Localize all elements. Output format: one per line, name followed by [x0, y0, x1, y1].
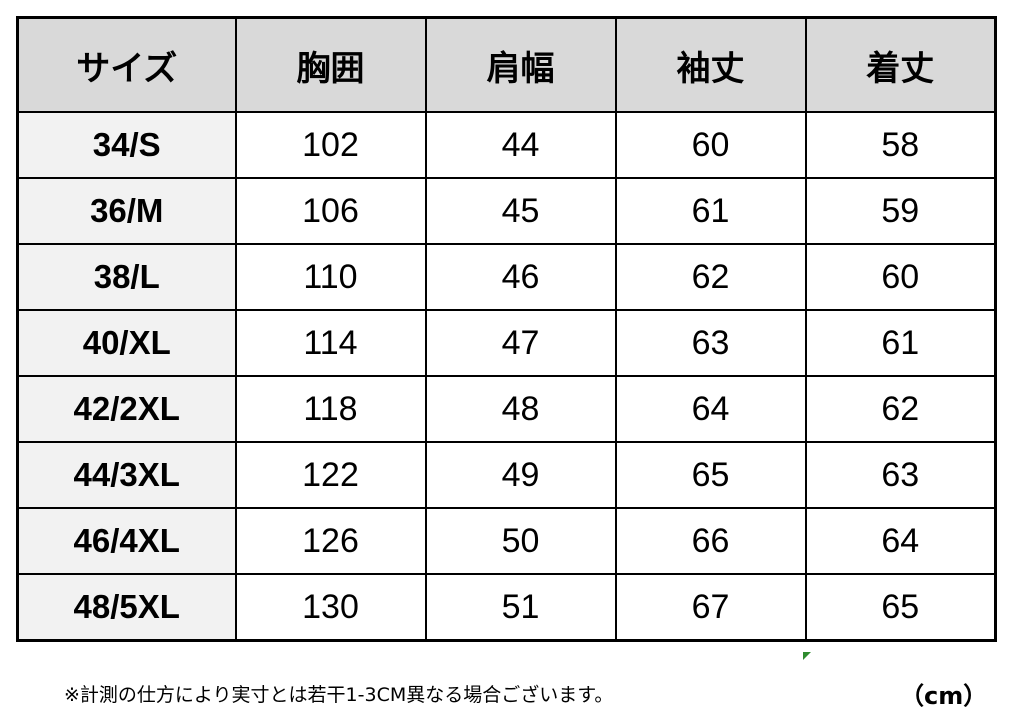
column-header: 肩幅	[424, 16, 617, 113]
column-header: 着丈	[804, 16, 997, 113]
size-cell: 48/5XL	[16, 573, 237, 642]
size-cell: 38/L	[16, 243, 237, 311]
measurement-cell: 60	[614, 111, 807, 179]
table-row: 34/S 102 44 60 58	[16, 111, 997, 179]
column-header: 袖丈	[614, 16, 807, 113]
measurement-cell: 64	[804, 507, 997, 575]
measurement-cell: 65	[804, 573, 997, 642]
table-row: 38/L 110 46 62 60	[16, 243, 997, 311]
measurement-cell: 49	[424, 441, 617, 509]
measurement-cell: 130	[234, 573, 427, 642]
measurement-cell: 59	[804, 177, 997, 245]
size-chart-table: サイズ 胸囲 肩幅 袖丈 着丈 34/S 102 44 60 58 36/M 106 45 61 59 38…	[16, 16, 997, 642]
table-row: 48/5XL 130 51 67 65	[16, 573, 997, 642]
measurement-cell: 114	[234, 309, 427, 377]
measurement-cell: 60	[804, 243, 997, 311]
measurement-cell: 126	[234, 507, 427, 575]
measurement-cell: 118	[234, 375, 427, 443]
measurement-cell: 66	[614, 507, 807, 575]
measurement-cell: 122	[234, 441, 427, 509]
size-cell: 34/S	[16, 111, 237, 179]
table-row: 36/M 106 45 61 59	[16, 177, 997, 245]
measurement-cell: 110	[234, 243, 427, 311]
measurement-cell: 46	[424, 243, 617, 311]
unit-label: （cm）	[900, 682, 988, 710]
table-row: 42/2XL 118 48 64 62	[16, 375, 997, 443]
measurement-cell: 61	[804, 309, 997, 377]
measurement-cell: 51	[424, 573, 617, 642]
measurement-cell: 50	[424, 507, 617, 575]
header-row: サイズ 胸囲 肩幅 袖丈 着丈	[16, 16, 997, 113]
measurement-cell: 47	[424, 309, 617, 377]
measurement-cell: 44	[424, 111, 617, 179]
measurement-cell: 67	[614, 573, 807, 642]
measurement-cell: 62	[614, 243, 807, 311]
measurement-cell: 45	[424, 177, 617, 245]
table-row: 40/XL 114 47 63 61	[16, 309, 997, 377]
size-cell: 42/2XL	[16, 375, 237, 443]
measurement-cell: 48	[424, 375, 617, 443]
cell-marker	[803, 652, 811, 660]
column-header: サイズ	[16, 16, 237, 113]
measurement-cell: 102	[234, 111, 427, 179]
measurement-cell: 63	[614, 309, 807, 377]
column-header: 胸囲	[234, 16, 427, 113]
measurement-cell: 61	[614, 177, 807, 245]
measurement-cell: 64	[614, 375, 807, 443]
measurement-cell: 65	[614, 441, 807, 509]
measurement-cell: 58	[804, 111, 997, 179]
measurement-cell: 62	[804, 375, 997, 443]
table-row: 44/3XL 122 49 65 63	[16, 441, 997, 509]
measurement-note: ※計測の仕方により実寸とは若干1-3CM異なる場合ございます。	[64, 684, 614, 706]
size-cell: 40/XL	[16, 309, 237, 377]
measurement-cell: 63	[804, 441, 997, 509]
size-cell: 46/4XL	[16, 507, 237, 575]
size-cell: 44/3XL	[16, 441, 237, 509]
size-cell: 36/M	[16, 177, 237, 245]
measurement-cell: 106	[234, 177, 427, 245]
table-row: 46/4XL 126 50 66 64	[16, 507, 997, 575]
